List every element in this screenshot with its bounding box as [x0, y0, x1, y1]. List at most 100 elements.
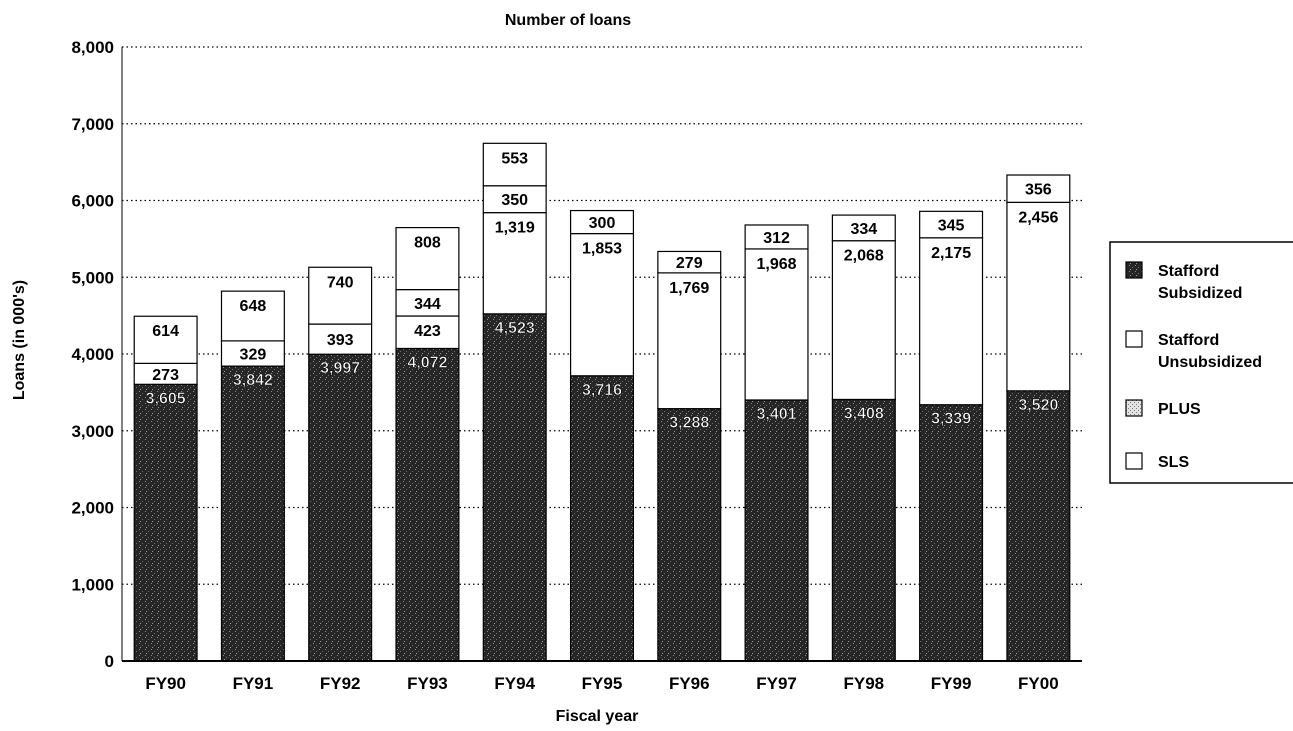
bar-segment-sls	[308, 266, 373, 325]
legend-swatch-plus	[1125, 399, 1143, 417]
data-label-plus: 356	[1025, 182, 1052, 199]
y-axis-ticks: 0 1,000 2,000 3,000 4,000 5,000 6,000 7,000 8,00…	[71, 38, 114, 671]
bar-segment-stafford-subsidized	[133, 383, 198, 662]
x-tick-label: FY96	[669, 674, 710, 693]
legend-label-stafford-subsidized: Stafford Subsidized	[1158, 263, 1242, 302]
bar-segment-sls	[220, 290, 285, 342]
x-tick-label: FY97	[756, 674, 797, 693]
bar-segment-plus	[395, 289, 460, 317]
y-tick-label: 5,000	[71, 268, 114, 287]
data-label-stafford-unsubsidized: 423	[414, 323, 441, 340]
bar-segment-stafford-unsubsidized	[1006, 201, 1071, 392]
legend-label-stafford-unsubsidized: Stafford Unsubsidized	[1158, 332, 1262, 371]
data-label-plus: 273	[152, 367, 179, 384]
data-label-stafford-unsubsidized: 1,769	[669, 280, 709, 297]
bar-segment-stafford-subsidized	[569, 375, 635, 662]
bar-segment-stafford-subsidized	[395, 347, 460, 662]
data-label-plus: 393	[327, 332, 354, 349]
data-label-stafford-subsidized: 4,523	[495, 320, 535, 337]
data-label-plus: 279	[676, 255, 703, 272]
y-tick-label: 0	[105, 652, 114, 671]
data-label-stafford-subsidized: 3,339	[931, 411, 971, 428]
y-tick-label: 2,000	[71, 499, 114, 518]
data-label-stafford-subsidized: 3,520	[1018, 397, 1058, 414]
x-axis-title: Fiscal year	[556, 708, 639, 725]
bar-segment-plus	[1006, 174, 1071, 203]
data-label-plus: 344	[414, 296, 441, 313]
data-label-plus: 300	[589, 215, 616, 232]
data-label-stafford-subsidized: 3,408	[844, 405, 884, 422]
bars	[133, 142, 1071, 662]
bar-segment-stafford-subsidized	[657, 408, 722, 662]
data-label-plus: 312	[763, 230, 790, 247]
data-label-stafford-subsidized: 3,997	[320, 360, 360, 377]
x-tick-label: FY92	[320, 674, 361, 693]
bar-segment-stafford-subsidized	[308, 353, 373, 662]
x-tick-label: FY94	[494, 674, 535, 693]
y-tick-label: 8,000	[71, 38, 114, 57]
legend: Stafford Subsidized Stafford Unsubsidized PL…	[1109, 241, 1293, 484]
data-label-sls: 553	[501, 150, 528, 167]
x-tick-label: FY93	[407, 674, 448, 693]
legend-swatch-stafford-unsubsidized	[1125, 330, 1143, 348]
legend-frame	[1109, 241, 1293, 484]
data-label-plus: 345	[938, 218, 965, 235]
data-label-plus: 350	[501, 192, 528, 209]
bar-segment-plus	[919, 210, 984, 239]
data-label-stafford-subsidized: 3,842	[233, 372, 273, 389]
bar-segment-stafford-unsubsidized	[657, 272, 722, 410]
legend-label-sls: SLS	[1158, 454, 1189, 471]
y-tick-label: 1,000	[71, 575, 114, 594]
bar-segment-stafford-subsidized	[1006, 390, 1071, 662]
x-axis-ticks: FY90 FY91 FY92 FY93 FY94 FY95 FY96 FY97 FY98 FY99…	[145, 674, 1058, 693]
legend-swatch-stafford-subsidized	[1125, 261, 1143, 279]
bar-segment-stafford-unsubsidized	[482, 212, 547, 315]
bar-segment-sls	[395, 226, 460, 291]
y-axis-title: Loans (in 000's)	[11, 280, 28, 400]
bar-segment-stafford-subsidized	[220, 365, 285, 662]
legend-label-plus: PLUS	[1158, 401, 1201, 418]
legend-swatch-sls	[1125, 452, 1143, 470]
bar-segment-plus	[744, 224, 809, 250]
data-label-stafford-subsidized: 3,288	[669, 415, 709, 432]
y-tick-label: 4,000	[71, 345, 114, 364]
data-label-stafford-subsidized: 4,072	[407, 354, 447, 371]
data-label-stafford-unsubsidized: 1,968	[757, 256, 797, 273]
data-label-sls: 614	[152, 323, 179, 340]
data-label-stafford-subsidized: 3,605	[146, 390, 186, 407]
bar-segment-sls	[482, 142, 547, 187]
bar-segment-stafford-unsubsidized	[919, 237, 984, 406]
data-labels: 3,605 273 614 3,842 329 648 3,997 393 740 4,072 42…	[145, 150, 1058, 432]
x-tick-label: FY95	[582, 674, 623, 693]
x-tick-label: FY98	[843, 674, 884, 693]
bar-segment-stafford-unsubsidized	[831, 240, 896, 401]
x-tick-label: FY99	[931, 674, 972, 693]
bar-segment-stafford-unsubsidized	[569, 232, 635, 377]
data-label-stafford-unsubsidized: 1,853	[582, 241, 622, 258]
data-label-sls: 648	[240, 298, 267, 315]
bar-segment-stafford-unsubsidized	[744, 248, 809, 401]
bar-segment-plus	[657, 250, 722, 274]
x-tick-label: FY91	[233, 674, 274, 693]
x-tick-label: FY00	[1018, 674, 1059, 693]
data-label-sls: 740	[327, 274, 354, 291]
data-label-stafford-unsubsidized: 1,319	[495, 220, 535, 237]
bar-segment-stafford-subsidized	[482, 313, 547, 662]
data-label-plus: 334	[850, 221, 877, 238]
bar-segment-plus	[569, 209, 635, 235]
data-label-stafford-subsidized: 3,716	[582, 382, 622, 399]
data-label-stafford-unsubsidized: 2,456	[1018, 209, 1058, 226]
bar-segment-plus	[831, 214, 896, 242]
bar-segment-stafford-subsidized	[919, 404, 984, 662]
chart-title: Number of loans	[505, 12, 631, 29]
y-tick-label: 6,000	[71, 192, 114, 211]
y-tick-label: 3,000	[71, 422, 114, 441]
data-label-plus: 329	[240, 347, 267, 364]
data-label-sls: 808	[414, 235, 441, 252]
data-label-stafford-subsidized: 3,401	[757, 406, 797, 423]
data-label-stafford-unsubsidized: 2,068	[844, 248, 884, 265]
x-tick-label: FY90	[145, 674, 186, 693]
data-label-stafford-unsubsidized: 2,175	[931, 245, 971, 262]
bar-segment-stafford-subsidized	[744, 399, 809, 662]
